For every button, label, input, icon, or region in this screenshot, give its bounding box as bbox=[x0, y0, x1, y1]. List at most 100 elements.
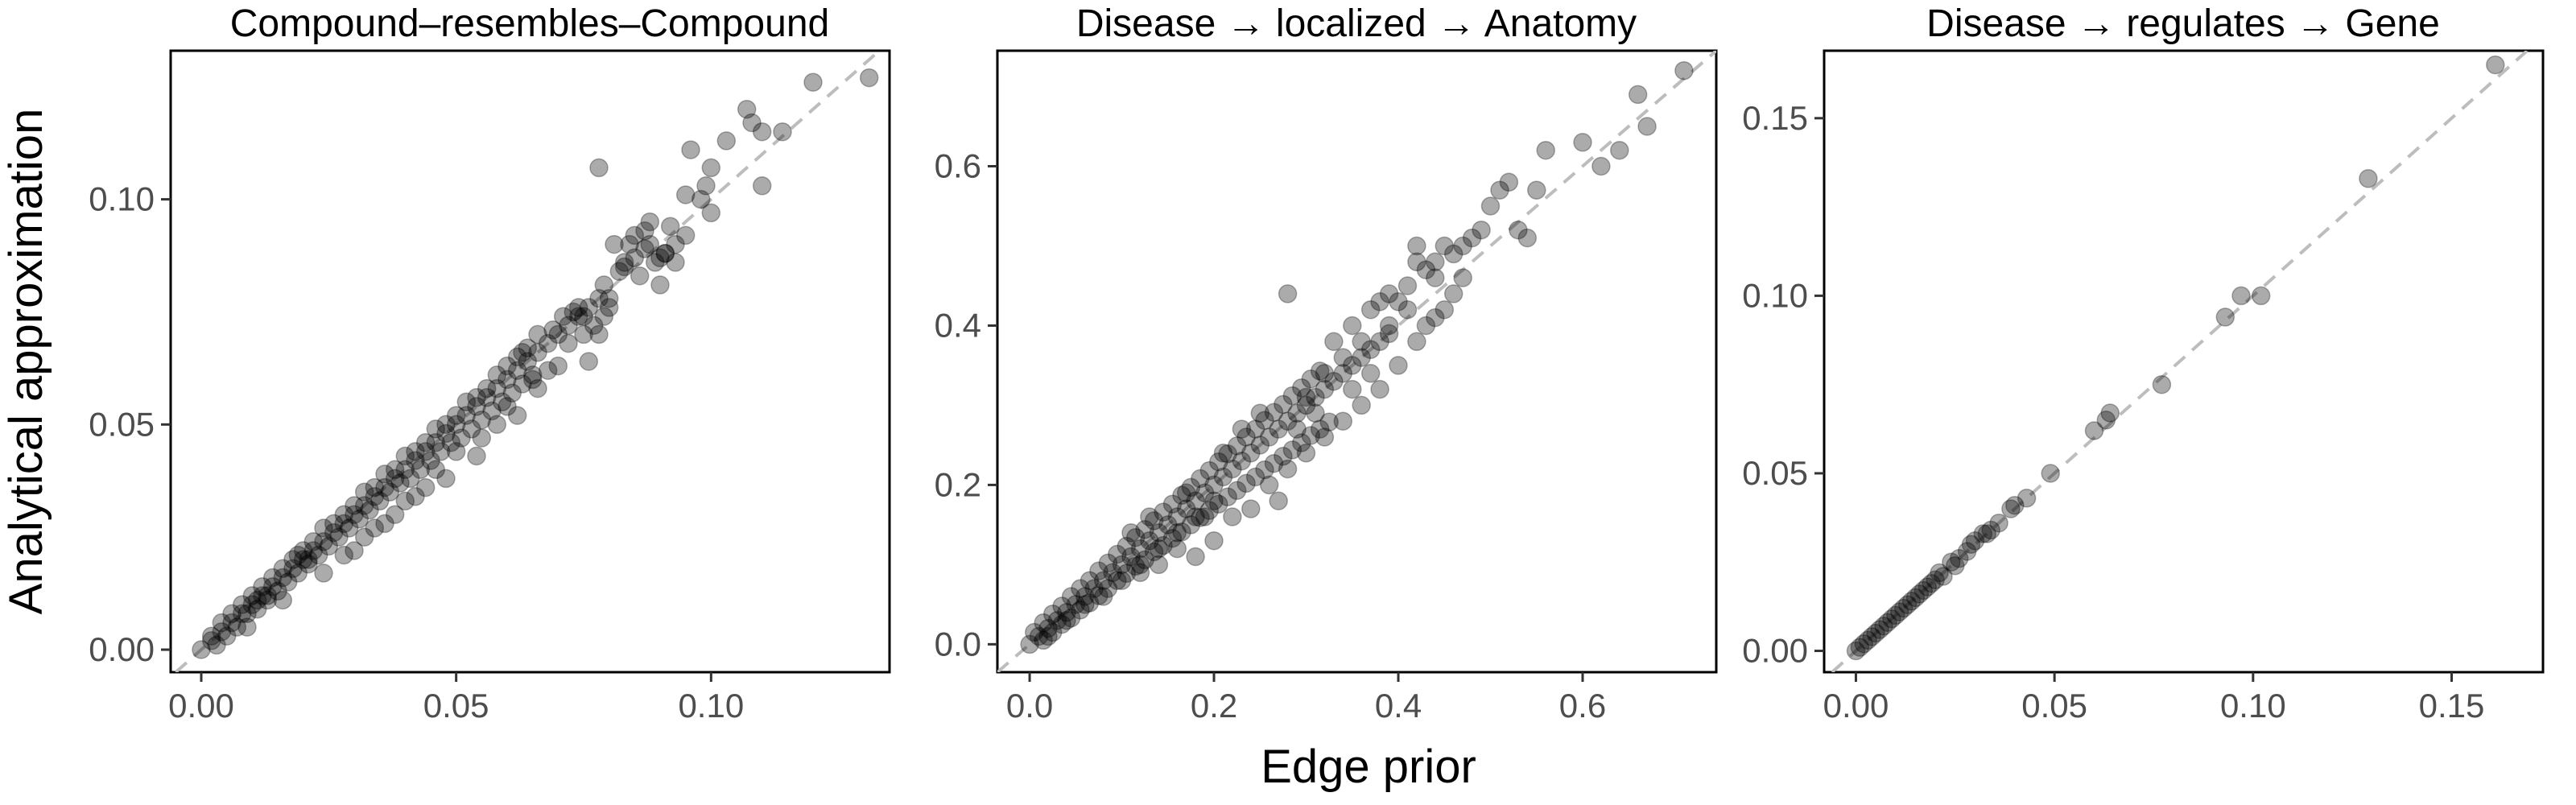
data-point bbox=[2486, 55, 2505, 75]
data-point bbox=[1965, 531, 1985, 551]
data-point bbox=[1191, 508, 1210, 527]
data-point bbox=[1379, 324, 1399, 344]
data-point bbox=[273, 559, 293, 579]
data-point bbox=[201, 626, 221, 646]
data-point bbox=[385, 469, 405, 489]
data-point bbox=[426, 460, 446, 480]
data-point bbox=[564, 302, 584, 322]
data-point bbox=[299, 550, 318, 569]
y-tick-label: 0.0 bbox=[935, 625, 981, 663]
data-point bbox=[1140, 530, 1159, 551]
data-point bbox=[1117, 564, 1137, 584]
data-point bbox=[1195, 483, 1215, 503]
data-point bbox=[1112, 571, 1132, 590]
x-tick-label: 0.4 bbox=[1375, 687, 1422, 724]
data-point bbox=[262, 576, 283, 597]
data-point bbox=[1042, 604, 1063, 624]
data-point bbox=[1499, 172, 1519, 192]
data-point bbox=[559, 333, 578, 353]
data-point bbox=[258, 590, 278, 610]
data-point bbox=[574, 307, 593, 326]
data-point bbox=[1324, 371, 1344, 391]
data-point bbox=[354, 496, 374, 515]
data-point bbox=[1591, 156, 1611, 176]
data-point bbox=[1913, 580, 1934, 601]
data-point bbox=[456, 406, 477, 425]
data-point bbox=[1674, 60, 1694, 80]
data-point bbox=[477, 388, 497, 407]
data-point bbox=[1135, 520, 1154, 539]
data-point bbox=[548, 324, 568, 345]
data-point bbox=[345, 505, 364, 524]
data-point bbox=[345, 496, 364, 515]
data-point bbox=[522, 365, 543, 385]
data-point bbox=[518, 338, 538, 357]
data-point bbox=[324, 514, 344, 534]
data-point bbox=[1360, 299, 1381, 320]
data-point bbox=[1130, 539, 1150, 559]
data-point bbox=[334, 514, 354, 534]
x-tick-label: 0.05 bbox=[423, 687, 489, 724]
data-point bbox=[605, 234, 624, 254]
data-point bbox=[1870, 620, 1889, 639]
data-point bbox=[1149, 523, 1169, 543]
data-point bbox=[1426, 252, 1445, 272]
data-point bbox=[599, 298, 619, 317]
data-point bbox=[1407, 236, 1426, 256]
data-point bbox=[1236, 427, 1256, 447]
data-point bbox=[1089, 586, 1108, 605]
data-point bbox=[283, 559, 303, 579]
data-point bbox=[334, 545, 354, 565]
data-point bbox=[349, 510, 369, 529]
data-point bbox=[1905, 588, 1926, 608]
data-point bbox=[1061, 608, 1081, 628]
data-point bbox=[1389, 356, 1408, 375]
data-point bbox=[288, 564, 308, 583]
data-points bbox=[192, 55, 2505, 661]
data-point bbox=[1343, 356, 1362, 375]
data-point bbox=[415, 477, 436, 497]
data-point bbox=[273, 590, 293, 610]
data-point bbox=[1310, 361, 1330, 381]
data-point bbox=[253, 576, 272, 597]
data-point bbox=[1162, 528, 1183, 548]
data-point bbox=[329, 527, 349, 547]
data-point bbox=[803, 72, 823, 92]
data-point bbox=[324, 522, 344, 543]
data-point bbox=[1453, 236, 1472, 256]
data-point bbox=[609, 262, 630, 281]
data-point bbox=[421, 451, 440, 470]
data-point bbox=[1352, 395, 1371, 415]
data-point bbox=[1517, 228, 1538, 248]
data-point bbox=[436, 415, 456, 435]
data-point bbox=[1961, 535, 1981, 554]
data-point bbox=[1250, 403, 1270, 423]
data-point bbox=[1255, 411, 1274, 430]
data-point bbox=[594, 275, 614, 295]
data-point bbox=[1250, 436, 1270, 455]
data-point bbox=[1066, 595, 1086, 614]
data-point bbox=[207, 635, 226, 655]
data-point bbox=[400, 469, 420, 489]
data-point bbox=[1255, 460, 1274, 480]
data-point bbox=[247, 599, 267, 619]
data-point bbox=[1223, 507, 1242, 526]
data-point bbox=[1232, 451, 1252, 471]
data-point bbox=[1264, 453, 1284, 473]
data-point bbox=[2251, 286, 2271, 306]
data-point bbox=[1093, 587, 1113, 606]
data-point bbox=[1223, 459, 1242, 479]
y-tick-label: 0.6 bbox=[935, 147, 981, 185]
data-point bbox=[1038, 626, 1058, 646]
data-point bbox=[1301, 369, 1321, 389]
data-point bbox=[1176, 483, 1196, 503]
data-point bbox=[1103, 563, 1122, 583]
data-point bbox=[625, 225, 645, 246]
data-point bbox=[314, 518, 333, 538]
data-point bbox=[1882, 609, 1901, 629]
data-point bbox=[630, 266, 650, 286]
data-point bbox=[1628, 85, 1648, 105]
data-point bbox=[1426, 268, 1445, 287]
data-point bbox=[1227, 481, 1247, 501]
data-point bbox=[1204, 475, 1224, 495]
